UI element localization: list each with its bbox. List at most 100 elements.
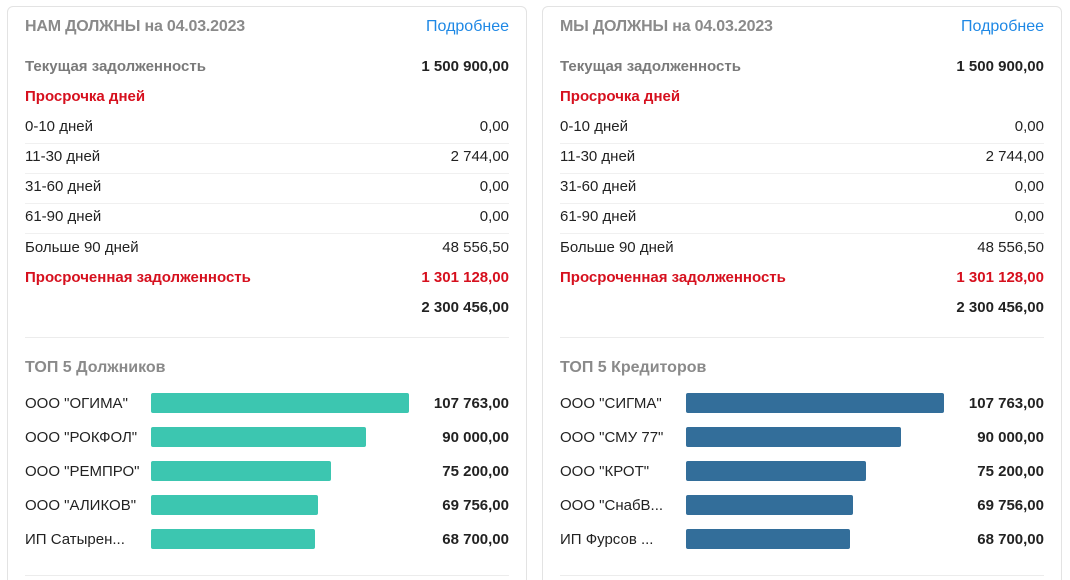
bucket-value: 48 556,50 — [977, 239, 1044, 256]
overdue-days-label: Просрочка дней — [25, 88, 146, 105]
overdue-days-row: Просрочка дней — [560, 88, 1044, 110]
current-debt-label: Текущая задолженность — [560, 58, 741, 75]
top-debtors-title: ТОП 5 Должников — [25, 359, 166, 376]
amount-bar — [686, 461, 866, 481]
total-row: 2 300 456,00 — [560, 299, 1044, 321]
counterparty-amount: 68 700,00 — [977, 531, 1044, 548]
bucket-label: Больше 90 дней — [560, 239, 674, 256]
amount-bar — [686, 529, 850, 549]
top-list-item[interactable]: ООО "СнабВ... 69 756,00 — [560, 495, 1044, 519]
counterparty-name: ИП Фурсов ... — [560, 531, 654, 548]
total-value: 2 300 456,00 — [956, 299, 1044, 316]
top-list-item[interactable]: ООО "РЕМПРО" 75 200,00 — [25, 461, 509, 485]
bar-track — [686, 427, 944, 447]
bucket-value: 0,00 — [1014, 178, 1044, 195]
top-list-item[interactable]: ИП Фурсов ... 68 700,00 — [560, 529, 1044, 553]
counterparty-amount: 107 763,00 — [968, 395, 1044, 412]
bucket-row: 61-90 дней 0,00 — [25, 208, 509, 234]
counterparty-name: ИП Сатырен... — [25, 531, 125, 548]
overdue-debt-row: Просроченная задолженность 1 301 128,00 — [560, 269, 1044, 291]
amount-bar — [686, 427, 901, 447]
bucket-label: 11-30 дней — [560, 148, 636, 165]
counterparty-name: ООО "СнабВ... — [560, 497, 664, 514]
bucket-value: 0,00 — [1014, 118, 1044, 135]
bucket-label: 0-10 дней — [25, 118, 93, 135]
bar-track — [686, 393, 944, 413]
overdue-days-row: Просрочка дней — [25, 88, 509, 110]
counterparty-name: ООО "СМУ 77" — [560, 429, 664, 446]
bar-track — [686, 529, 944, 549]
top-list-item[interactable]: ООО "КРОТ" 75 200,00 — [560, 461, 1044, 485]
amount-bar — [686, 393, 944, 413]
bucket-label: 0-10 дней — [560, 118, 628, 135]
current-debt-row: Текущая задолженность 1 500 900,00 — [25, 58, 509, 80]
bucket-value: 0,00 — [479, 208, 509, 225]
top-list-item[interactable]: ООО "РОКФОЛ" 90 000,00 — [25, 427, 509, 451]
bucket-row: 0-10 дней 0,00 — [560, 118, 1044, 144]
divider — [25, 575, 509, 576]
counterparty-name: ООО "КРОТ" — [560, 463, 650, 480]
bucket-row: 0-10 дней 0,00 — [25, 118, 509, 144]
counterparty-name: ООО "РЕМПРО" — [25, 463, 140, 480]
counterparty-amount: 75 200,00 — [442, 463, 509, 480]
amount-bar — [151, 461, 331, 481]
bucket-row: 11-30 дней 2 744,00 — [560, 148, 1044, 174]
amount-bar — [686, 495, 853, 515]
receivables-card: НАМ ДОЛЖНЫ на 04.03.2023 Подробнее Текущ… — [7, 6, 527, 580]
top-list-item[interactable]: ООО "ОГИМА" 107 763,00 — [25, 393, 509, 417]
amount-bar — [151, 529, 315, 549]
counterparty-amount: 90 000,00 — [442, 429, 509, 446]
top-list-item[interactable]: ООО "СИГМА" 107 763,00 — [560, 393, 1044, 417]
current-debt-value: 1 500 900,00 — [421, 58, 509, 75]
bucket-row: 61-90 дней 0,00 — [560, 208, 1044, 234]
bucket-value: 0,00 — [479, 178, 509, 195]
counterparty-amount: 69 756,00 — [442, 497, 509, 514]
amount-bar — [151, 427, 366, 447]
bucket-label: 61-90 дней — [560, 208, 637, 225]
overdue-debt-value: 1 301 128,00 — [956, 269, 1044, 286]
divider — [25, 337, 509, 338]
total-value: 2 300 456,00 — [421, 299, 509, 316]
divider — [560, 575, 1044, 576]
bucket-value: 2 744,00 — [985, 148, 1044, 165]
bar-track — [151, 495, 409, 515]
top-list-item[interactable]: ИП Сатырен... 68 700,00 — [25, 529, 509, 553]
card-title: МЫ ДОЛЖНЫ на 04.03.2023 — [560, 18, 773, 35]
bucket-value: 0,00 — [1014, 208, 1044, 225]
overdue-debt-label: Просроченная задолженность — [25, 269, 251, 286]
amount-bar — [151, 495, 318, 515]
top-list-item[interactable]: ООО "АЛИКОВ" 69 756,00 — [25, 495, 509, 519]
details-link[interactable]: Подробнее — [961, 18, 1044, 35]
current-debt-label: Текущая задолженность — [25, 58, 206, 75]
counterparty-name: ООО "РОКФОЛ" — [25, 429, 138, 446]
current-debt-value: 1 500 900,00 — [956, 58, 1044, 75]
bucket-value: 0,00 — [479, 118, 509, 135]
counterparty-name: ООО "СИГМА" — [560, 395, 662, 412]
bucket-row: 11-30 дней 2 744,00 — [25, 148, 509, 174]
counterparty-amount: 69 756,00 — [977, 497, 1044, 514]
bucket-label: 11-30 дней — [25, 148, 101, 165]
top-creditors-title: ТОП 5 Кредиторов — [560, 359, 707, 376]
counterparty-amount: 75 200,00 — [977, 463, 1044, 480]
top-list-item[interactable]: ООО "СМУ 77" 90 000,00 — [560, 427, 1044, 451]
bar-track — [686, 461, 944, 481]
overdue-debt-label: Просроченная задолженность — [560, 269, 786, 286]
bar-track — [686, 495, 944, 515]
bucket-label: 31-60 дней — [560, 178, 637, 195]
amount-bar — [151, 393, 409, 413]
overdue-days-label: Просрочка дней — [560, 88, 681, 105]
overdue-debt-row: Просроченная задолженность 1 301 128,00 — [25, 269, 509, 291]
total-row: 2 300 456,00 — [25, 299, 509, 321]
counterparty-amount: 90 000,00 — [977, 429, 1044, 446]
bar-track — [151, 529, 409, 549]
payables-card: МЫ ДОЛЖНЫ на 04.03.2023 Подробнее Текуща… — [542, 6, 1062, 580]
bar-track — [151, 427, 409, 447]
overdue-debt-value: 1 301 128,00 — [421, 269, 509, 286]
bucket-row: 31-60 дней 0,00 — [560, 178, 1044, 204]
counterparty-name: ООО "АЛИКОВ" — [25, 497, 137, 514]
divider — [560, 337, 1044, 338]
counterparty-amount: 107 763,00 — [433, 395, 509, 412]
bar-track — [151, 461, 409, 481]
counterparty-amount: 68 700,00 — [442, 531, 509, 548]
details-link[interactable]: Подробнее — [426, 18, 509, 35]
